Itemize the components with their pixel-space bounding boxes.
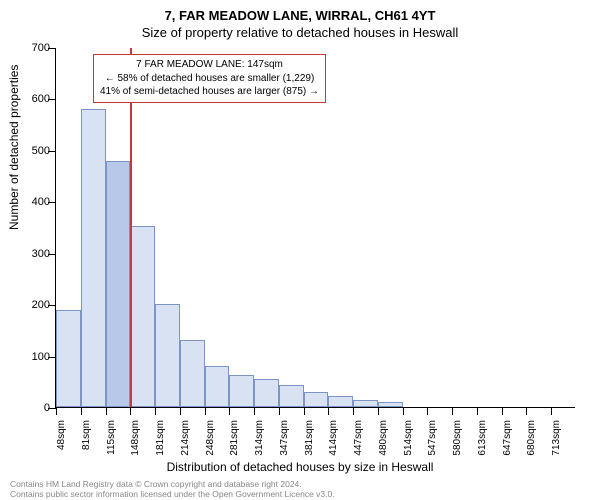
histogram-bar xyxy=(328,396,353,407)
x-tick-label: 480sqm xyxy=(378,420,389,460)
x-tick-label: 248sqm xyxy=(205,420,216,460)
x-tick-label: 381sqm xyxy=(304,420,315,460)
annotation-line: 7 FAR MEADOW LANE: 147sqm xyxy=(100,58,319,72)
y-tick-label: 500 xyxy=(32,145,50,157)
x-tick-label: 680sqm xyxy=(526,420,537,460)
x-tick-label: 148sqm xyxy=(130,420,141,460)
y-tick-label: 0 xyxy=(44,402,50,414)
x-tick xyxy=(155,407,156,415)
x-tick-label: 81sqm xyxy=(81,420,92,460)
x-tick-label: 314sqm xyxy=(254,420,265,460)
histogram-bar xyxy=(155,304,180,407)
x-tick xyxy=(378,407,379,415)
x-tick xyxy=(477,407,478,415)
y-tick-label: 600 xyxy=(32,93,50,105)
y-tick-label: 700 xyxy=(32,42,50,54)
page-title-line1: 7, FAR MEADOW LANE, WIRRAL, CH61 4YT xyxy=(0,0,600,23)
x-tick xyxy=(56,407,57,415)
page-title-line2: Size of property relative to detached ho… xyxy=(0,23,600,40)
histogram-bar xyxy=(378,402,403,407)
y-tick-label: 400 xyxy=(32,196,50,208)
histogram-bar xyxy=(56,310,81,407)
x-tick-label: 214sqm xyxy=(180,420,191,460)
histogram-bar xyxy=(130,226,155,407)
x-tick xyxy=(304,407,305,415)
x-tick xyxy=(81,407,82,415)
plot-region: 010020030040050060070048sqm81sqm115sqm14… xyxy=(55,48,575,408)
x-tick xyxy=(254,407,255,415)
histogram-bar xyxy=(180,340,205,407)
x-tick-label: 181sqm xyxy=(155,420,166,460)
annotation-line: ← 58% of detached houses are smaller (1,… xyxy=(100,72,319,86)
x-tick xyxy=(427,407,428,415)
x-tick-label: 115sqm xyxy=(106,420,117,460)
license-text: Contains HM Land Registry data © Crown c… xyxy=(10,479,335,500)
x-tick xyxy=(551,407,552,415)
x-axis-label: Distribution of detached houses by size … xyxy=(0,460,600,474)
y-tick-label: 100 xyxy=(32,351,50,363)
x-tick xyxy=(279,407,280,415)
x-tick-label: 647sqm xyxy=(502,420,513,460)
histogram-bar xyxy=(254,379,279,407)
histogram-bar xyxy=(353,400,378,407)
x-tick xyxy=(205,407,206,415)
x-tick xyxy=(403,407,404,415)
x-tick-label: 514sqm xyxy=(403,420,414,460)
annotation-line: 41% of semi-detached houses are larger (… xyxy=(100,85,319,99)
x-tick xyxy=(452,407,453,415)
x-tick-label: 347sqm xyxy=(279,420,290,460)
x-tick-label: 447sqm xyxy=(353,420,364,460)
x-tick xyxy=(130,407,131,415)
annotation-box: 7 FAR MEADOW LANE: 147sqm← 58% of detach… xyxy=(93,54,326,103)
x-tick xyxy=(229,407,230,415)
license-line2: Contains public sector information licen… xyxy=(10,489,335,500)
histogram-bar xyxy=(304,392,329,407)
x-tick-label: 281sqm xyxy=(229,420,240,460)
histogram-chart: 010020030040050060070048sqm81sqm115sqm14… xyxy=(55,48,575,408)
x-tick-label: 580sqm xyxy=(452,420,463,460)
y-axis-label: Number of detached properties xyxy=(7,65,21,230)
histogram-bar xyxy=(279,385,304,407)
x-tick xyxy=(502,407,503,415)
histogram-bar xyxy=(81,109,106,407)
x-tick xyxy=(106,407,107,415)
x-tick xyxy=(328,407,329,415)
x-tick-label: 48sqm xyxy=(56,420,67,460)
histogram-bar xyxy=(106,161,131,407)
y-tick-label: 200 xyxy=(32,299,50,311)
y-tick-label: 300 xyxy=(32,248,50,260)
x-tick xyxy=(180,407,181,415)
x-tick xyxy=(353,407,354,415)
histogram-bar xyxy=(229,375,254,407)
x-tick xyxy=(526,407,527,415)
histogram-bar xyxy=(205,366,230,407)
x-tick-label: 613sqm xyxy=(477,420,488,460)
x-tick-label: 713sqm xyxy=(551,420,562,460)
license-line1: Contains HM Land Registry data © Crown c… xyxy=(10,479,335,490)
x-tick-label: 547sqm xyxy=(427,420,438,460)
x-tick-label: 414sqm xyxy=(328,420,339,460)
